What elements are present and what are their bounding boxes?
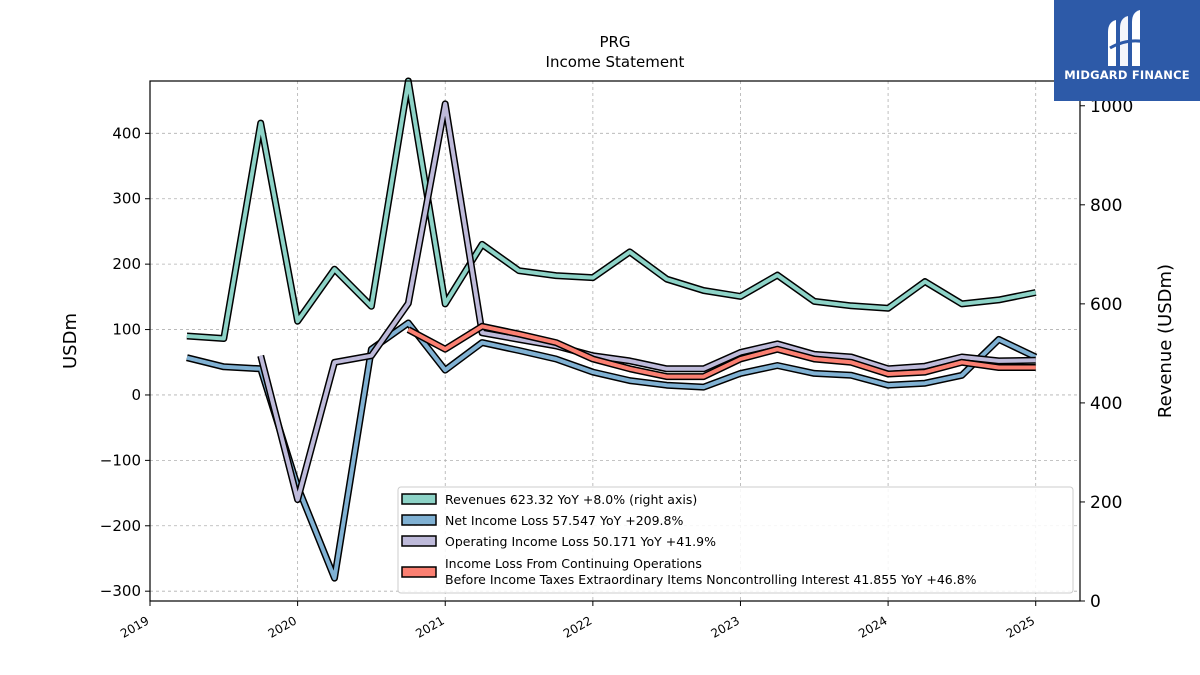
y-tick-label-right: 1000 — [1090, 97, 1133, 117]
x-tick-label: 2020 — [266, 613, 299, 640]
legend-swatch-net-income — [401, 514, 437, 526]
x-tick-label: 2019 — [118, 613, 151, 640]
legend-label-revenues: Revenues 623.32 YoY +8.0% (right axis) — [445, 492, 697, 507]
y-tick-label-left: 400 — [112, 124, 141, 142]
brand-logo: MIDGARD FINANCE — [1054, 0, 1200, 101]
y-tick-label-right: 200 — [1090, 493, 1122, 513]
y-tick-label-left: 0 — [131, 386, 141, 404]
chart-title: PRG — [599, 33, 630, 51]
series-line-pretax-income — [407, 324, 1036, 379]
y-axis-label-right: Revenue (USDm) — [1155, 264, 1176, 418]
y-tick-label-left: 200 — [112, 255, 141, 273]
series-line-net-income — [186, 321, 1037, 581]
y-tick-label-left: −300 — [100, 582, 141, 600]
series-outline-operating-income — [257, 100, 1036, 504]
y-tick-label-left: −200 — [100, 517, 141, 535]
legend-swatch-operating-income — [401, 535, 437, 547]
y-tick-label-left: 300 — [112, 190, 141, 208]
y-tick-label-right: 600 — [1090, 295, 1122, 315]
x-tick-label: 2025 — [1004, 613, 1037, 640]
x-tick-label: 2023 — [709, 613, 742, 640]
legend-label-pretax-income-line2: Before Income Taxes Extraordinary Items … — [445, 572, 977, 587]
chart-subtitle: Income Statement — [546, 53, 685, 71]
y-axis-label-left: USDm — [60, 313, 81, 369]
series-line-operating-income — [258, 101, 1036, 502]
legend-label-net-income: Net Income Loss 57.547 YoY +209.8% — [445, 513, 683, 528]
x-tick-label: 2024 — [856, 613, 889, 640]
y-tick-label-right: 400 — [1090, 394, 1122, 414]
y-tick-label-right: 0 — [1090, 592, 1101, 612]
logo-text: MIDGARD FINANCE — [1064, 68, 1190, 82]
legend-swatch-revenues — [401, 493, 437, 505]
y-tick-label-left: −100 — [100, 451, 141, 469]
y-tick-label-left: 100 — [112, 321, 141, 339]
plot-frame — [149, 80, 1081, 602]
legend-swatch-pretax-income — [401, 566, 437, 578]
legend-label-operating-income: Operating Income Loss 50.171 YoY +41.9% — [445, 534, 716, 549]
legend-box — [397, 486, 1074, 594]
x-tick-label: 2022 — [561, 613, 594, 640]
series-line-revenues — [186, 79, 1037, 341]
x-tick-label: 2021 — [413, 613, 446, 640]
y-tick-label-right: 800 — [1090, 196, 1122, 216]
legend: Revenues 623.32 YoY +8.0% (right axis) N… — [397, 486, 1074, 594]
legend-label-pretax-income-line1: Income Loss From Continuing Operations — [445, 556, 702, 571]
logo-mark-icon — [1108, 10, 1147, 66]
series-group — [186, 77, 1038, 582]
